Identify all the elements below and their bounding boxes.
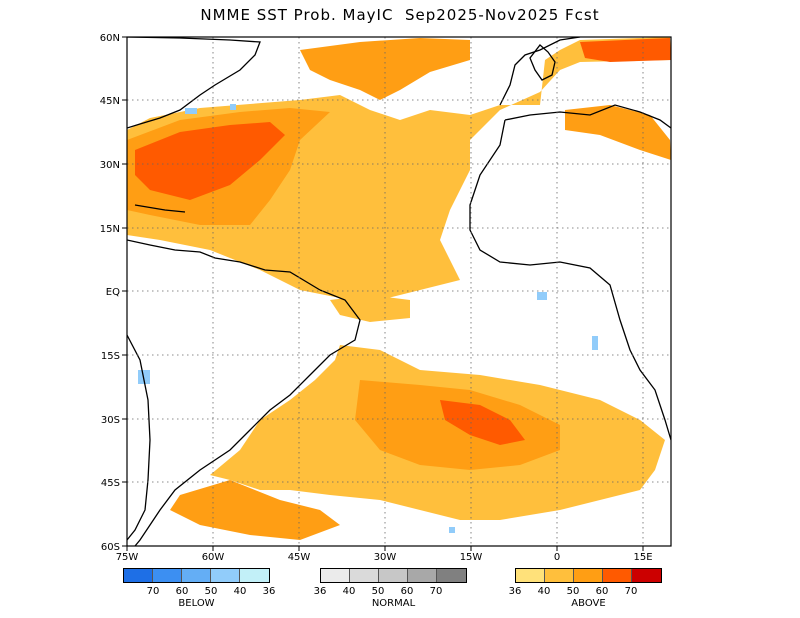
legend-tick: 60 [595,586,609,597]
legend-swatch [408,569,437,582]
legend-tick: 40 [537,586,551,597]
legend-below-colorbar [123,568,270,583]
lat-label: 45N [100,96,120,107]
legend-swatch [124,569,153,582]
legend-swatch [211,569,240,582]
legend-swatch [545,569,574,582]
lon-labels: 75W 60W 45W 30W 15W 0 15E [116,552,653,563]
lat-label: 15N [100,224,120,235]
legend-swatch [603,569,632,582]
legend-tick: 60 [175,586,189,597]
legend-swatch [321,569,350,582]
coastline-central-america [127,239,321,291]
legend-tick: 40 [342,586,356,597]
legend-below-ticks: 70 60 50 40 36 [123,586,276,598]
coastline-north-america [127,37,261,129]
coastline-africa [469,119,671,441]
above-region-europe [580,38,671,62]
legend-swatch [437,569,466,582]
below-spot [537,292,547,300]
legend-tick: 70 [429,586,443,597]
lat-label: 15S [101,351,120,362]
lat-label: 45S [101,478,120,489]
legend-tick: 50 [204,586,218,597]
above-region-south-core [440,400,525,445]
above-region-med [565,105,671,160]
probability-shading [127,37,671,540]
lat-label: 30N [100,160,120,171]
legend-normal-caption: NORMAL [371,598,416,609]
legend-swatch [516,569,545,582]
lon-label: 0 [554,552,560,563]
legend-below-caption: BELOW [178,598,215,609]
coastline-south-america-west [127,334,151,541]
above-region-north [127,37,671,300]
legend-tick: 70 [624,586,638,597]
lon-label: 15E [633,552,652,563]
above-region-equator [330,295,410,322]
below-spot [592,336,598,350]
legend-swatch [379,569,408,582]
legend-above-colorbar [515,568,662,583]
above-region-southwest [170,480,340,540]
axis-ticks [122,36,644,551]
legend-tick: 36 [508,586,522,597]
lat-labels: 60N 45N 30N 15N EQ 15S 30S 45S 60S [100,33,120,553]
coastline-caribbean [134,204,186,213]
lat-label: 30S [101,415,120,426]
below-spot [185,108,197,114]
legend-tick: 50 [371,586,385,597]
above-region-north-core [135,122,285,200]
lon-label: 30W [374,552,397,563]
coastline-uk [529,44,556,81]
lon-label: 15W [460,552,483,563]
legend-tick: 70 [146,586,160,597]
legend-swatch [182,569,211,582]
legend-tick: 60 [400,586,414,597]
legend-swatch [632,569,661,582]
coastline-europe [499,37,671,129]
coastline-south-america [134,289,361,546]
lat-label: 60N [100,33,120,44]
lon-label: 75W [116,552,139,563]
below-spot [230,104,236,110]
legend-tick: 36 [313,586,327,597]
below-spot [449,527,455,533]
coastlines [127,37,671,546]
legend-tick: 40 [233,586,247,597]
lon-label: 60W [202,552,225,563]
legend-above-caption: ABOVE [571,598,606,609]
legend-normal: 36 40 50 60 70 NORMAL [314,568,467,612]
map-title: NMME SST Prob. MayIC Sep2025-Nov2025 Fcs… [200,6,600,24]
legend-tick: 36 [262,586,276,597]
legend-normal-ticks: 36 40 50 60 70 [314,586,467,598]
lat-label: 60S [101,542,120,553]
legend-above: 36 40 50 60 70 ABOVE [509,568,662,612]
legend-below: 70 60 50 40 36 BELOW [123,568,276,612]
legend-swatch [240,569,269,582]
legend-normal-colorbar [320,568,467,583]
grid-lines [127,37,671,546]
legend-swatch [574,569,603,582]
lon-label: 45W [288,552,311,563]
legend-tick: 50 [566,586,580,597]
lat-label: EQ [106,287,120,298]
legend-above-ticks: 36 40 50 60 70 [509,586,662,598]
above-region-north-east [300,38,470,100]
legend-swatch [350,569,379,582]
legend-swatch [153,569,182,582]
